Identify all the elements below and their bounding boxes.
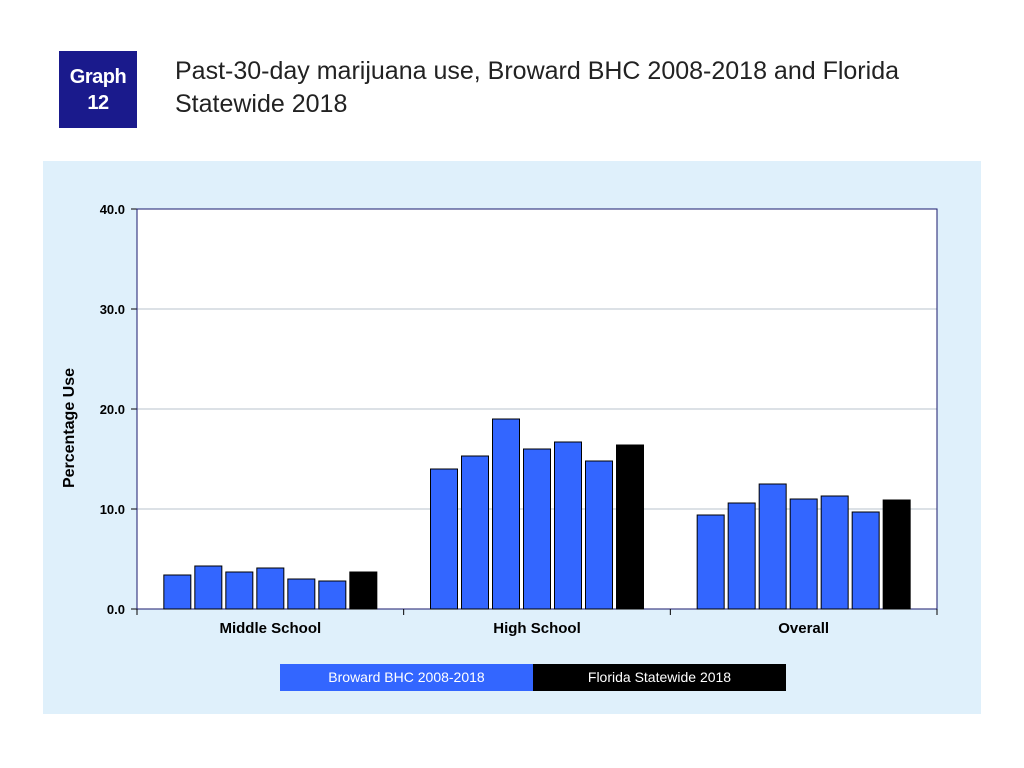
bar-florida (882, 499, 911, 610)
y-tick-label: 30.0 (100, 302, 125, 317)
y-axis-label: Percentage Use (61, 368, 78, 488)
bar-broward (287, 578, 316, 610)
bar-broward (820, 495, 849, 610)
bar-broward (554, 441, 582, 610)
legend-entry-broward: Broward BHC 2008-2018 (328, 669, 485, 685)
bar-broward (758, 483, 787, 610)
graph-number-badge: Graph 12 (59, 51, 137, 128)
bar-broward (430, 468, 458, 610)
bar-florida (349, 571, 378, 610)
y-tick-label: 0.0 (107, 602, 125, 617)
x-category-label: Overall (778, 620, 829, 637)
legend-swatch-florida (533, 664, 786, 691)
y-tick-label: 40.0 (100, 202, 125, 217)
bar-broward (256, 567, 285, 610)
bar-broward (851, 511, 880, 610)
x-category-label: Middle School (219, 620, 321, 637)
bar-florida (616, 444, 644, 610)
bar-broward (194, 565, 223, 610)
bar-broward (789, 498, 818, 610)
legend-swatch-broward (280, 664, 533, 691)
graph-badge-label: Graph (69, 65, 127, 88)
x-category-label: High School (493, 620, 581, 637)
bar-broward (696, 514, 725, 610)
graph-badge-number: 12 (87, 91, 109, 114)
bar-broward (585, 460, 613, 610)
y-tick-label: 20.0 (100, 402, 125, 417)
bar-broward (523, 448, 551, 610)
y-tick-label: 10.0 (100, 502, 125, 517)
bar-broward (163, 574, 192, 610)
bar-broward (318, 580, 347, 610)
bar-broward (461, 455, 489, 610)
bar-broward (727, 502, 756, 610)
bar-broward (225, 571, 254, 610)
page-title: Past-30-day marijuana use, Broward BHC 2… (175, 57, 899, 118)
bar-broward (492, 418, 520, 610)
legend-entry-florida: Florida Statewide 2018 (588, 669, 731, 685)
